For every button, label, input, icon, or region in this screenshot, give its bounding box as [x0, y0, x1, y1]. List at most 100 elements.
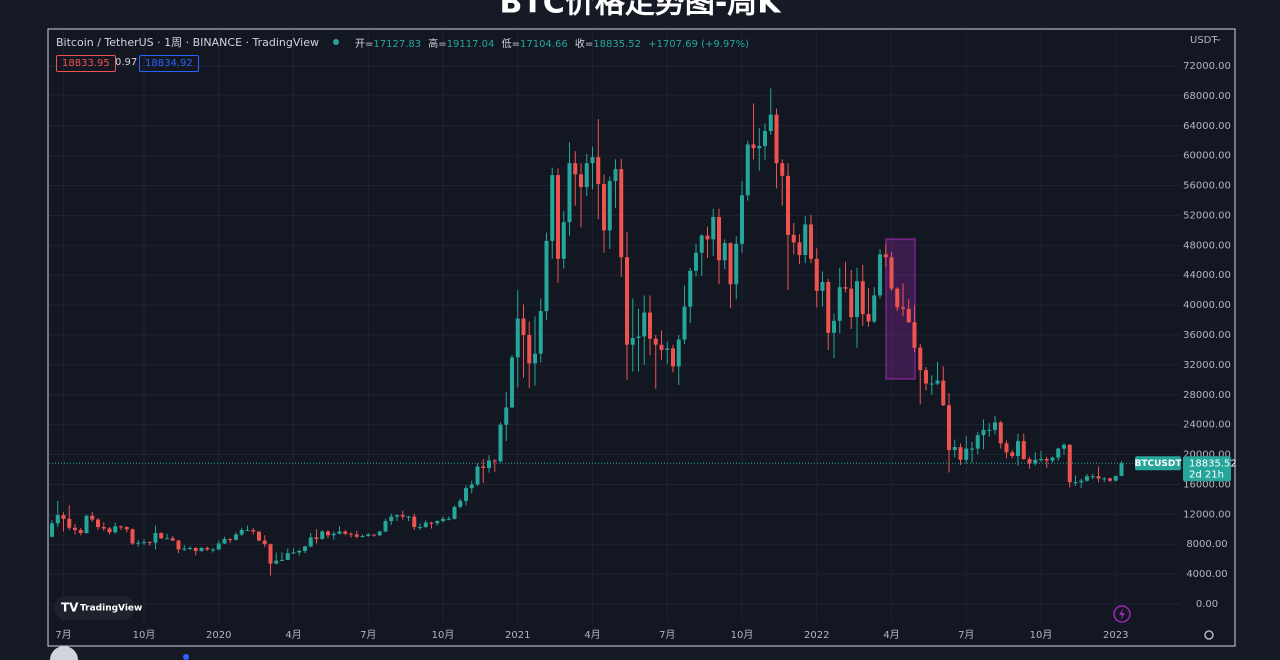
- candle-body: [73, 527, 77, 531]
- candle-body: [395, 515, 399, 517]
- y-tick-label: 64000.00: [1183, 121, 1231, 132]
- candle-body: [492, 460, 497, 462]
- ask-box[interactable]: 18834.92: [139, 55, 199, 72]
- candle-body: [573, 163, 578, 175]
- candle-body: [113, 526, 118, 533]
- bid-box[interactable]: 18833.95: [56, 55, 116, 72]
- currency-caret[interactable]: ~: [1213, 35, 1221, 46]
- candle-body: [475, 466, 480, 485]
- candle-body: [216, 543, 221, 550]
- candle-body: [722, 243, 727, 261]
- candle-body: [50, 523, 54, 537]
- alert-icon[interactable]: [1113, 605, 1131, 623]
- candle-body: [734, 243, 739, 285]
- open-label: 开=: [355, 39, 374, 50]
- candle-body: [590, 157, 595, 164]
- y-tick-label: 72000.00: [1183, 61, 1231, 72]
- candle-body: [1096, 476, 1101, 479]
- x-tick-label: 7月: [55, 629, 71, 641]
- candle-body: [630, 337, 635, 345]
- candle-body: [918, 347, 923, 371]
- candle-body: [159, 533, 164, 539]
- candle-body: [423, 522, 428, 528]
- y-tick-label: 44000.00: [1183, 270, 1231, 281]
- candle-body: [682, 306, 687, 340]
- candle-body: [354, 534, 359, 537]
- candle-body: [763, 131, 767, 146]
- y-tick-label: 0.00: [1196, 599, 1218, 610]
- candle-body: [786, 175, 790, 235]
- candle-body: [1027, 459, 1032, 464]
- settings-icon[interactable]: [1204, 630, 1214, 640]
- x-tick-label: 7月: [958, 629, 974, 641]
- candle-body: [711, 216, 716, 240]
- candle-body: [952, 447, 957, 451]
- candle-body: [349, 533, 353, 535]
- candle-body: [659, 344, 664, 350]
- candle-body: [487, 460, 491, 469]
- candle-body: [832, 320, 836, 333]
- y-tick-label: 52000.00: [1183, 210, 1231, 221]
- close-label: 收=: [574, 39, 594, 50]
- candle-body: [780, 163, 785, 176]
- candle-body: [837, 287, 842, 321]
- alert-bolt: [1119, 608, 1125, 620]
- candle-body: [929, 383, 934, 385]
- candle-body: [176, 540, 181, 550]
- candle-body: [142, 541, 146, 543]
- candle-body: [400, 515, 405, 517]
- low-value: 17104.66: [519, 39, 568, 50]
- candle-body: [515, 318, 520, 358]
- spread: 0.97: [115, 57, 138, 68]
- candle-body: [561, 222, 566, 259]
- high-value: 19117.04: [446, 39, 495, 50]
- candle-body: [688, 270, 693, 307]
- candle-body: [199, 547, 204, 551]
- candle-body: [285, 553, 290, 560]
- close-value: 18835.52: [593, 39, 641, 50]
- candle-body: [1010, 452, 1015, 457]
- candle-body: [291, 552, 296, 554]
- candle-body: [469, 484, 474, 489]
- candle-body: [556, 175, 560, 259]
- x-tick-label: 4月: [584, 629, 600, 641]
- candle-body: [441, 518, 445, 522]
- candle-body: [803, 224, 808, 256]
- candle-body: [648, 312, 652, 339]
- candle-body: [504, 407, 509, 425]
- y-tick-label: 48000.00: [1183, 240, 1231, 251]
- candle-body: [1062, 444, 1066, 449]
- candle-body: [1056, 448, 1061, 458]
- page-title: BTC价格走势图-周K: [499, 0, 782, 21]
- logo-badge[interactable]: [54, 596, 135, 620]
- x-tick-label: 10月: [133, 629, 156, 641]
- candle-body: [538, 311, 543, 354]
- candle-body: [533, 353, 537, 364]
- candle-body: [602, 184, 606, 231]
- candle-body: [193, 547, 198, 551]
- status-dot: [333, 39, 339, 45]
- candle-body: [1102, 478, 1107, 480]
- candle-body: [947, 405, 951, 451]
- candle-body: [331, 533, 336, 536]
- candle-body: [343, 531, 348, 534]
- y-tick-label: 8000.00: [1186, 539, 1227, 550]
- candle-body: [1079, 480, 1084, 483]
- candle-body: [860, 281, 865, 315]
- candle-body: [791, 234, 796, 243]
- candle-body: [101, 527, 106, 529]
- candle-body: [147, 541, 152, 543]
- candle-body: [619, 169, 624, 258]
- candle-body: [584, 163, 589, 188]
- candle-body: [699, 235, 704, 253]
- candle-body: [268, 544, 273, 564]
- candle-body: [653, 338, 658, 345]
- candle-body: [303, 546, 307, 551]
- candle-body: [889, 257, 894, 289]
- candle-body: [55, 515, 60, 524]
- y-tick-label: 12000.00: [1183, 509, 1231, 520]
- candle-body: [498, 424, 503, 462]
- candle-body: [510, 357, 514, 408]
- candle-body: [435, 521, 440, 524]
- low-label: 低=: [501, 39, 520, 50]
